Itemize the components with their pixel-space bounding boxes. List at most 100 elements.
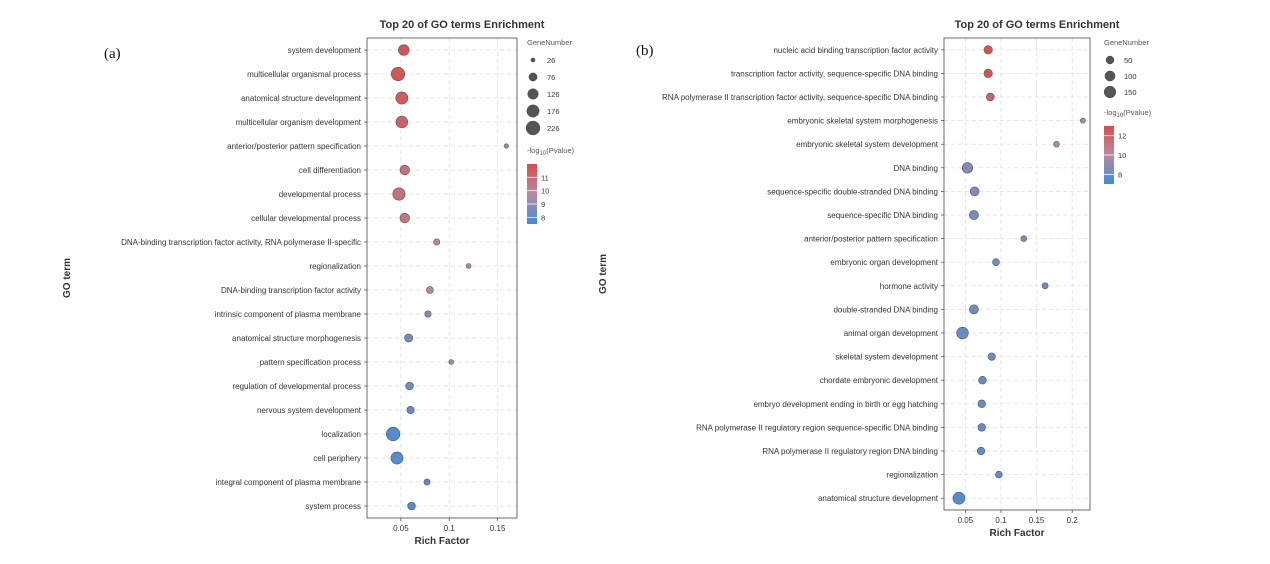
category-label: cell periphery (313, 454, 361, 463)
category-label: embryonic skeletal system development (796, 140, 939, 149)
color-legend-label: 12 (1118, 132, 1126, 141)
x-tick-label: 0.15 (1029, 516, 1045, 525)
chart-panel-1: (b) Top 20 of GO terms Enrichment nucleic … (598, 19, 1152, 539)
size-legend-dot (526, 104, 540, 118)
size-legend-dot (528, 72, 538, 82)
data-point (987, 352, 996, 361)
category-label: multicellular organism development (236, 118, 362, 127)
category-label: hormone activity (880, 282, 938, 291)
x-tick-label: 0.1 (995, 516, 1007, 525)
category-label: double-stranded DNA binding (833, 305, 938, 314)
size-legend-label: 150 (1124, 88, 1137, 97)
chart-title: Top 20 of GO terms Enrichment (955, 19, 1120, 31)
color-legend-label: 11 (541, 173, 549, 182)
data-point (976, 446, 986, 456)
category-label: embryonic skeletal system morphogenesis (787, 117, 938, 126)
data-point (1053, 141, 1060, 148)
x-axis-title: Rich Factor (989, 528, 1044, 539)
category-label: DNA-binding transcription factor activit… (121, 238, 361, 247)
size-legend-title: GeneNumber (527, 38, 573, 47)
data-point (465, 263, 472, 269)
y-axis-title: GO term (62, 258, 73, 298)
data-point (952, 491, 966, 505)
color-legend-label: 8 (1118, 170, 1122, 179)
category-label: chordate embryonic development (820, 376, 939, 385)
panel-label: (a) (104, 46, 121, 62)
data-point (386, 426, 401, 442)
category-label: developmental process (279, 190, 361, 199)
size-legend-label: 50 (1124, 56, 1132, 65)
category-label: anatomical structure development (241, 94, 362, 103)
data-point (407, 501, 416, 511)
category-label: cell differentiation (299, 166, 361, 175)
category-label: RNA polymerase II regulatory region DNA … (762, 447, 938, 456)
color-legend-label: 10 (1118, 151, 1126, 160)
size-legend-label: 76 (547, 73, 555, 82)
size-legend-label: 226 (547, 124, 560, 133)
color-legend-title: -log10(Pvalue) (1104, 108, 1152, 119)
data-point (433, 238, 441, 246)
size-legend-dot (525, 120, 541, 136)
category-label: regulation of developmental process (232, 382, 361, 391)
color-legend-title: -log10(Pvalue) (527, 146, 575, 157)
data-point (395, 115, 409, 129)
data-point (969, 210, 979, 220)
color-legend-label: 8 (541, 213, 545, 222)
category-label: nervous system development (257, 406, 362, 415)
size-legend-dot (1103, 85, 1117, 99)
size-legend-title: GeneNumber (1104, 38, 1150, 47)
size-legend-label: 100 (1124, 72, 1137, 81)
category-label: embryo development ending in birth or eg… (753, 400, 938, 409)
category-label: sequence-specific DNA binding (827, 211, 938, 220)
plot-frame (943, 37, 1091, 511)
data-point (390, 66, 405, 82)
x-axis-title: Rich Factor (414, 536, 469, 547)
data-point (983, 45, 993, 55)
category-label: system process (305, 502, 361, 511)
data-point (992, 258, 1000, 266)
x-tick-label: 0.05 (958, 516, 974, 525)
data-point (995, 470, 1003, 479)
category-label: skeletal system development (835, 353, 938, 362)
x-tick-label: 0.05 (393, 524, 409, 533)
data-point (977, 399, 986, 408)
data-point (503, 143, 509, 149)
data-point (969, 186, 980, 197)
category-label: DNA-binding transcription factor activit… (221, 286, 361, 295)
data-point (406, 406, 415, 414)
data-point (405, 381, 414, 391)
data-point (398, 44, 410, 56)
chart-title: Top 20 of GO terms Enrichment (380, 19, 545, 31)
x-tick-label: 0.15 (490, 524, 506, 533)
size-legend-label: 176 (547, 107, 560, 116)
size-legend-label: 26 (547, 56, 555, 65)
size-legend-dot (530, 57, 536, 63)
panel-label: (b) (636, 43, 654, 59)
data-point (424, 310, 432, 318)
data-point (404, 333, 413, 343)
chart-panel-0: (a) Top 20 of GO terms Enrichment system d… (62, 19, 575, 547)
category-label: nucleic acid binding transcription facto… (773, 46, 938, 55)
data-point (977, 423, 986, 432)
data-point (983, 68, 993, 78)
category-label: anatomical structure development (818, 494, 939, 503)
category-label: anterior/posterior pattern specification (227, 142, 361, 151)
size-legend-label: 126 (547, 90, 560, 99)
data-point (448, 359, 454, 365)
data-point (399, 164, 410, 176)
category-label: intrinsic component of plasma membrane (215, 310, 362, 319)
data-point (1080, 117, 1086, 124)
category-label: system development (288, 46, 362, 55)
category-label: localization (321, 430, 361, 439)
data-point (956, 326, 969, 340)
category-label: sequence-specific double-stranded DNA bi… (767, 187, 938, 196)
category-label: cellular developmental process (251, 214, 361, 223)
category-label: animal organ development (844, 329, 939, 338)
data-point (969, 304, 979, 315)
category-label: embryonic organ development (830, 258, 938, 267)
x-tick-label: 0.1 (444, 524, 456, 533)
data-point (392, 187, 406, 201)
category-label: regionalization (886, 471, 938, 480)
color-legend-label: 9 (541, 200, 545, 209)
category-label: DNA binding (894, 164, 938, 173)
